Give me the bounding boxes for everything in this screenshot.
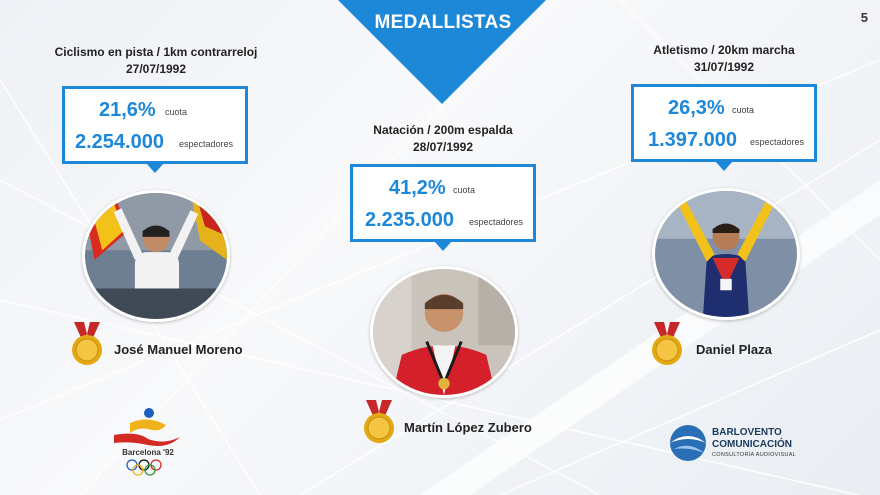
page-number: 5 <box>860 10 868 25</box>
gold-medal-icon <box>72 322 102 365</box>
gold-medal-icon <box>364 400 394 443</box>
audience-share: 21,6% <box>99 99 156 121</box>
barlovento-logo-icon <box>670 425 706 461</box>
audience-share: 41,2% <box>389 177 446 199</box>
callout-pointer <box>146 163 164 173</box>
title-banner <box>338 0 546 104</box>
athlete-name: Daniel Plaza <box>696 342 772 357</box>
event-date: 27/07/1992 <box>125 62 187 76</box>
event-name: Ciclismo en pista / 1km contrarreloj <box>54 45 258 59</box>
stats-box-3: 26,3% cuota 1.397.000 espectadores <box>631 84 817 171</box>
athlete-photo-plaza <box>652 188 800 320</box>
event-name: Natación / 200m espalda <box>373 123 513 137</box>
viewers-label: espectadores <box>750 137 805 147</box>
event-header-2: Natación / 200m espalda 28/07/1992 <box>330 122 556 156</box>
event-name: Atletismo / 20km marcha <box>653 43 795 57</box>
event-header-3: Atletismo / 20km marcha 31/07/1992 <box>616 42 832 76</box>
stats-box-1: 21,6% cuota 2.254.000 espectadores <box>62 86 248 173</box>
barcelona-92-logo <box>114 408 180 476</box>
viewers-label: espectadores <box>179 139 234 149</box>
audience-share-label: cuota <box>165 107 188 117</box>
viewers-count: 1.397.000 <box>648 129 737 151</box>
event-date: 31/07/1992 <box>693 60 755 74</box>
stats-box-2: 41,2% cuota 2.235.000 espectadores <box>350 164 536 251</box>
viewers-label: espectadores <box>469 217 524 227</box>
viewers-count: 2.235.000 <box>365 209 454 231</box>
event-header-1: Ciclismo en pista / 1km contrarreloj 27/… <box>48 44 264 78</box>
gold-medal-icon <box>652 322 682 365</box>
event-date: 28/07/1992 <box>412 140 474 154</box>
audience-share-label: cuota <box>453 185 476 195</box>
athlete-name: José Manuel Moreno <box>114 342 243 357</box>
audience-share-label: cuota <box>732 105 755 115</box>
athlete-photo-moreno <box>82 190 230 322</box>
viewers-count: 2.254.000 <box>75 131 164 153</box>
callout-pointer <box>715 161 733 171</box>
barlovento-tagline: CONSULTORÍA AUDIOVISUAL <box>712 452 797 458</box>
callout-pointer <box>434 241 452 251</box>
athlete-name: Martín López Zubero <box>404 420 532 435</box>
barcelona-logo-text: Barcelona '92 <box>122 448 174 457</box>
athlete-photo-lopez-zubero <box>370 266 518 398</box>
barlovento-logo-name: BARLOVENTO COMUNICACIÓN <box>712 427 792 450</box>
audience-share: 26,3% <box>668 97 725 119</box>
slide-title: MEDALLISTAS <box>374 12 512 33</box>
